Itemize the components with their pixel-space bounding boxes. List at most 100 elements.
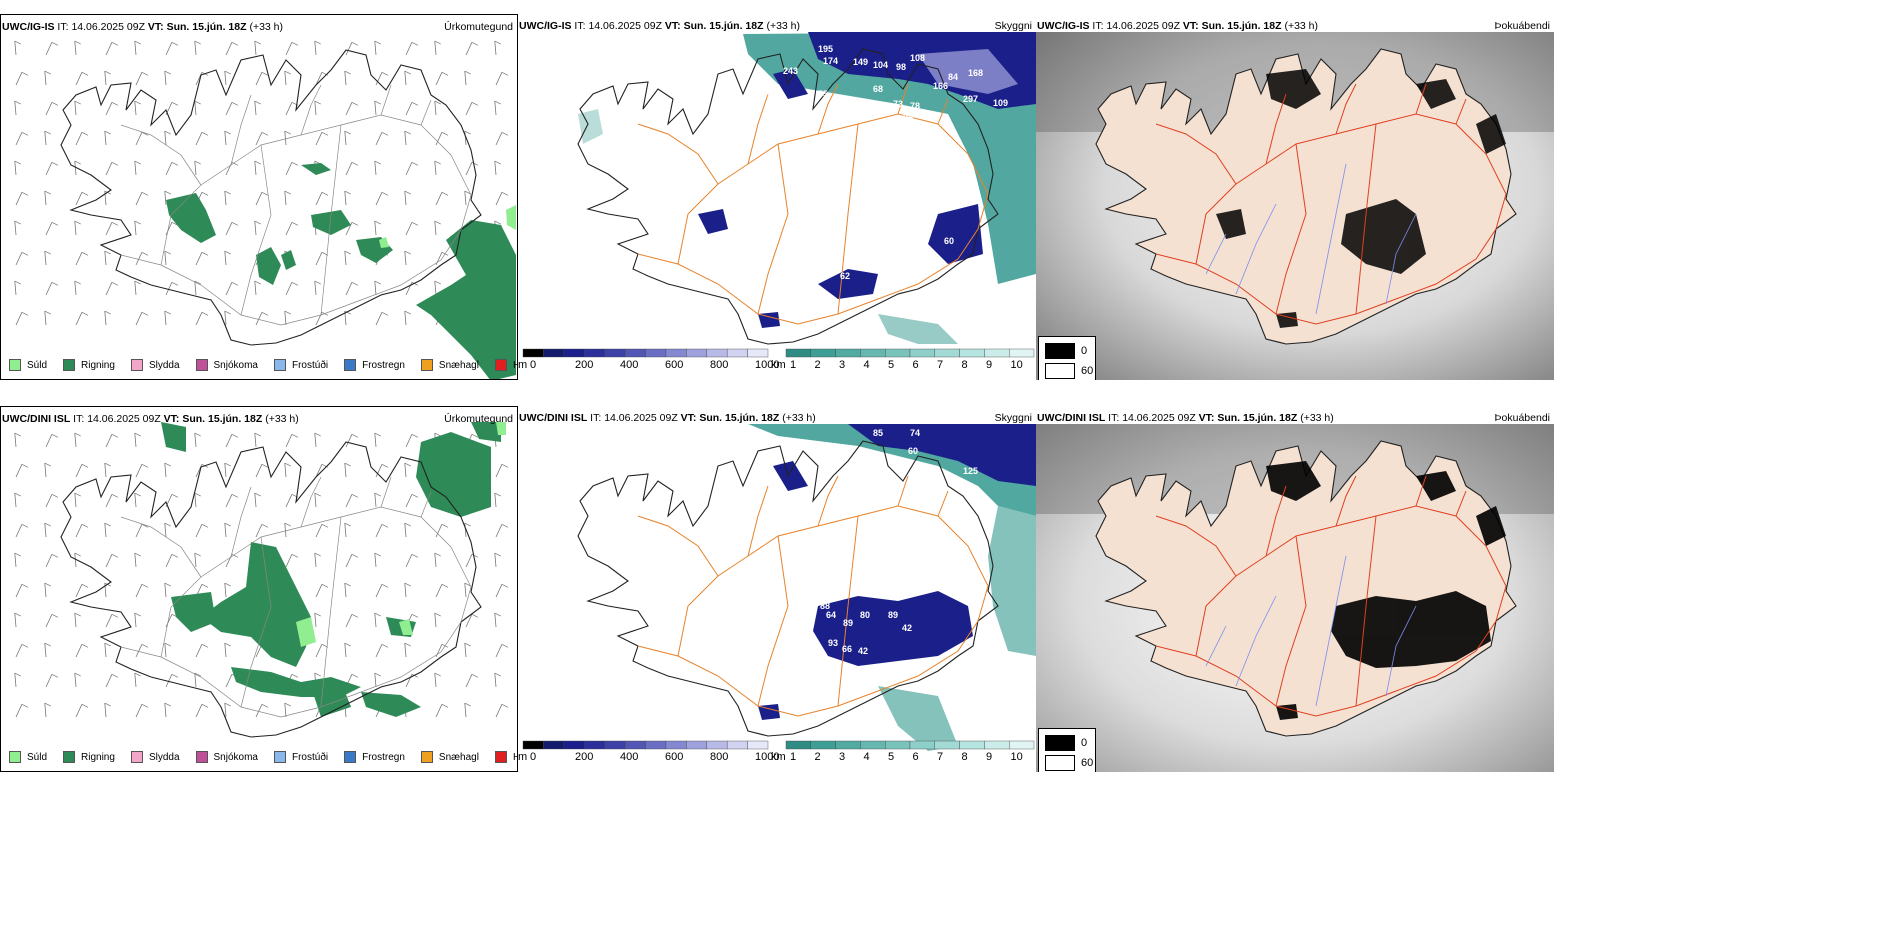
visibility-scale-tick: 8 — [962, 751, 968, 763]
model-name: UWC/IG-IS — [519, 20, 572, 32]
cloudbase-scale-tick: 1000 — [755, 751, 779, 763]
legend-item-rigning: Rigning — [63, 751, 115, 763]
legend-swatch — [130, 751, 143, 763]
lead-time: (+33 h) — [265, 413, 299, 425]
precip-header: UWC/DINI ISL IT: 14.06.2025 09Z VT: Sun.… — [1, 407, 517, 431]
legend-label: Snæhagl — [438, 751, 479, 763]
fog-legend: 0 60 — [1038, 336, 1096, 380]
cloud-base-label: 88 — [820, 601, 830, 611]
lead-time: (+33 h) — [1284, 20, 1319, 32]
cloudbase-scale-swatch — [645, 348, 667, 358]
iceland-coastline — [577, 48, 999, 345]
cloudbase-scale-swatch — [543, 740, 565, 750]
it-value: 14.06.2025 09Z — [1122, 412, 1196, 424]
legend-label: Frostregn — [362, 751, 405, 763]
vt-label: VT: — [1182, 20, 1199, 32]
cloudbase-scale-swatch — [645, 740, 667, 750]
vt-value: Sun. 15.jún. 18Z — [683, 20, 764, 32]
fog-map — [1036, 32, 1554, 380]
legend-swatch — [130, 359, 143, 371]
legend-label: Haglél — [513, 752, 517, 763]
cloud-base-label: 84 — [948, 72, 958, 82]
visibility-scale-tick: 3 — [839, 751, 845, 763]
cloudbase-scale-swatch — [726, 740, 748, 750]
cloud-base-label: 166 — [933, 81, 948, 91]
rain-areas — [161, 422, 501, 717]
legend-item-slydda: Slydda — [130, 359, 180, 371]
cloudbase-scale-unit: m — [518, 751, 527, 763]
cloudbase-scale-swatch — [726, 348, 748, 358]
vt-value: Sun. 15.jún. 18Z — [699, 412, 780, 424]
legend-swatch — [195, 751, 208, 763]
precip-header: UWC/IG-IS IT: 14.06.2025 09Z VT: Sun. 15… — [1, 15, 517, 39]
precip-map — [14, 40, 516, 379]
cloud-base-label: 90 — [962, 191, 972, 201]
vt-label: VT: — [1198, 412, 1215, 424]
it-value: 14.06.2025 09Z — [1106, 20, 1180, 32]
fog-panel-dini: UWC/DINI ISL IT: 14.06.2025 09Z VT: Sun.… — [1036, 406, 1554, 772]
visibility-scale-tick: 1 — [790, 751, 796, 763]
visibility-panel-ig: UWC/IG-IS IT: 14.06.2025 09Z VT: Sun. 15… — [518, 14, 1036, 380]
cloud-base-label: 74 — [910, 428, 920, 438]
it-label: IT: — [73, 413, 85, 425]
cloud-base-label: 43 — [925, 471, 935, 481]
fog-legend-high: 60 — [1045, 363, 1093, 379]
panel-title: Þokuábendi — [1494, 20, 1550, 32]
cloudbase-scale-swatch — [747, 740, 769, 750]
legend-swatch — [420, 359, 433, 371]
cloudbase-scale-swatch — [624, 740, 646, 750]
cloudbase-scale-tick: 400 — [620, 359, 638, 371]
visibility-panel-dini: UWC/DINI ISL IT: 14.06.2025 09Z VT: Sun.… — [518, 406, 1036, 772]
cloudbase-scale-tick: 600 — [665, 359, 683, 371]
legend-item-haglél: Haglél — [494, 359, 517, 371]
panel-title: Þokuábendi — [1494, 412, 1550, 424]
legend-swatch — [273, 751, 286, 763]
cloudbase-scale-swatch — [624, 348, 646, 358]
roads — [1155, 475, 1507, 717]
visibility-scale-tick: 9 — [986, 751, 992, 763]
cloud-base-label: 42 — [902, 623, 912, 633]
cloudbase-scale-swatch — [706, 740, 728, 750]
visibility-scale-swatch — [959, 348, 985, 358]
visibility-scale-swatch — [860, 740, 886, 750]
legend-label: Slydda — [148, 359, 180, 371]
precip-legend: Súld Rigning Slydda Snjókoma Frostúði Frostre… — [3, 355, 517, 375]
cloudbase-scale-swatch — [584, 348, 605, 358]
cloud-base-label: 73 — [893, 99, 903, 109]
visibility-scale-tick: 8 — [962, 359, 968, 371]
vt-label: VT: — [664, 20, 681, 32]
rivers — [1205, 163, 1417, 315]
cloudbase-scale-tick: 0 — [530, 751, 536, 763]
cloud-base-label: 62 — [840, 271, 850, 281]
legend-label: Slydda — [148, 751, 180, 763]
wind-barbs — [14, 40, 509, 326]
cloudbase-scale-swatch — [543, 348, 565, 358]
cloudbase-scale-swatch — [604, 348, 626, 358]
legend-item-frostúði: Frostúði — [273, 751, 328, 763]
legend-label: Súld — [27, 359, 48, 371]
precip-legend: Súld Rigning Slydda Snjókoma Frostúði Frostre… — [3, 747, 517, 767]
legend-item-snæhagl: Snæhagl — [420, 359, 479, 371]
legend-label: Haglél — [513, 360, 517, 371]
roads — [120, 84, 472, 326]
model-name: UWC/DINI ISL — [2, 413, 71, 425]
legend-swatch — [63, 751, 76, 763]
iceland-coastline — [60, 441, 482, 738]
cloud-base-label: 80 — [860, 610, 870, 620]
it-value: 14.06.2025 09Z — [87, 413, 161, 425]
visibility-scale-swatch — [934, 348, 960, 358]
fog-legend: 0 60 — [1038, 728, 1096, 772]
fog-header: UWC/DINI ISL IT: 14.06.2025 09Z VT: Sun.… — [1036, 406, 1554, 430]
visibility-scale-swatch — [959, 740, 985, 750]
cloud-base-label: 78 — [910, 101, 920, 111]
legend-swatch — [195, 359, 208, 371]
legend-label: Rigning — [81, 359, 115, 371]
visibility-scale-swatch — [1009, 348, 1035, 358]
visibility-scale-tick: 9 — [986, 359, 992, 371]
cloud-base-label: 68 — [873, 84, 883, 94]
visibility-scale-tick: 4 — [864, 359, 870, 371]
visibility-scale-swatch — [1009, 740, 1035, 750]
precip-panel-ig: UWC/IG-IS IT: 14.06.2025 09Z VT: Sun. 15… — [0, 14, 518, 380]
